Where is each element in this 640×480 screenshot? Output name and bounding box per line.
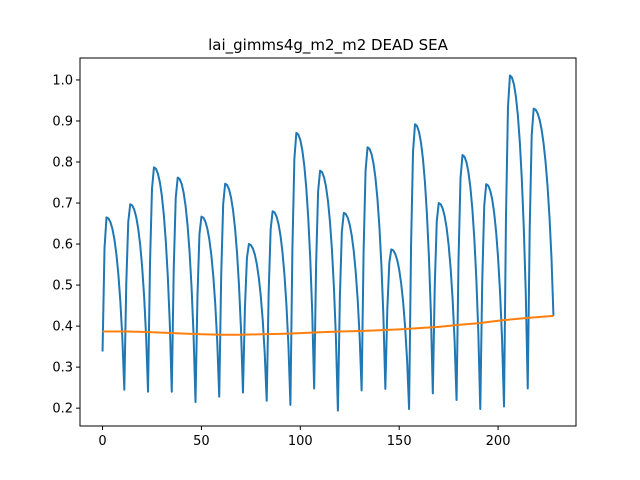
chart-title: lai_gimms4g_m2_m2 DEAD SEA [208,36,449,55]
ticks-layer: 0 50 100 150 200 0.2 0.3 0.4 0.5 0.6 0.7 0.8 0.9 1.0 [52,73,510,449]
y-tick-label: 0.3 [52,361,73,376]
x-tick-label: 150 [387,434,412,449]
y-tick-label: 0.9 [52,114,73,129]
y-tick-label: 0.8 [52,156,73,171]
y-tick-label: 0.5 [52,279,73,294]
y-tick-label: 1.0 [52,73,73,88]
y-tick-label: 0.4 [52,320,73,335]
y-tick-label: 0.2 [52,402,73,417]
y-tick-label: 0.7 [52,197,73,212]
x-tick-label: 50 [193,434,210,449]
series-line-trend [102,314,554,336]
x-tick-label: 0 [98,434,106,449]
x-tick-label: 100 [288,434,313,449]
series-layer [101,74,555,412]
x-tick-label: 200 [486,434,511,449]
series-line-lai [101,74,555,412]
plot-area-frame [79,57,577,427]
y-tick-label: 0.6 [52,238,73,253]
